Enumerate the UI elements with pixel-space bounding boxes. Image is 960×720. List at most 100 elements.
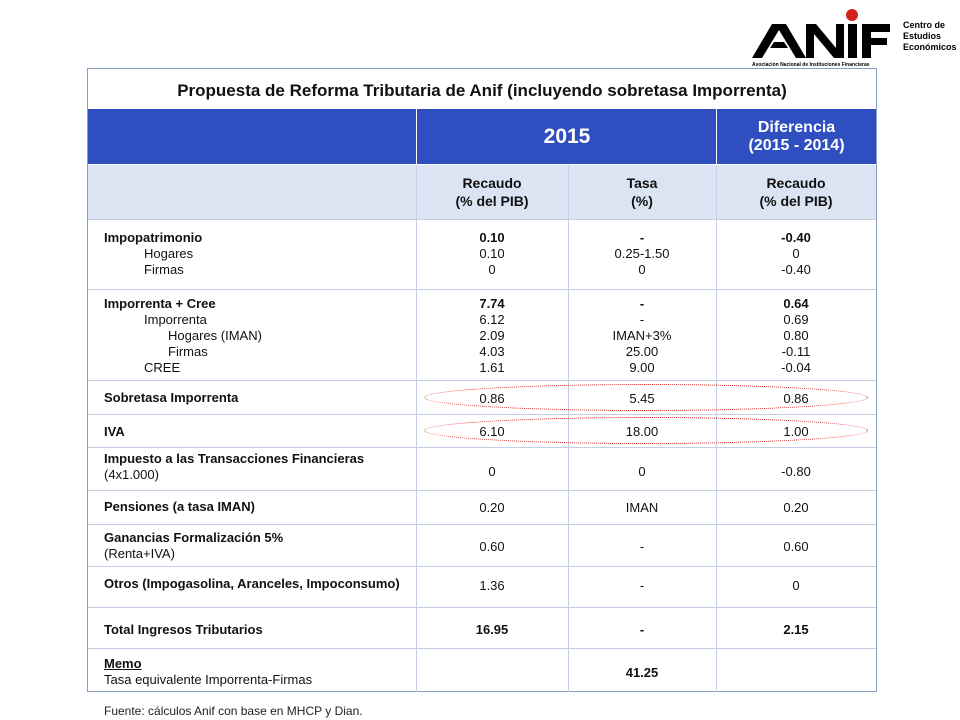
total-diferencia: 2.15 [783, 622, 809, 637]
otros-recaudo: 1.36 [479, 578, 505, 593]
label-hogares-iman: Hogares (IMAN) [168, 328, 262, 343]
value-cell: 4.03 [479, 344, 505, 359]
value-cell: 6.12 [479, 312, 505, 327]
label-memo-sub: Tasa equivalente Imporrenta-Firmas [104, 672, 313, 687]
label-cree: CREE [144, 360, 181, 375]
highlight-ellipse-sobretasa [424, 384, 868, 411]
anif-logo: Asociación Nacional de Instituciones Fin… [750, 4, 957, 70]
col-header-recaudo: Recaudo (% del PIB) [416, 165, 568, 219]
pensiones-diferencia: 0.20 [783, 500, 809, 515]
label-memo: Memo [104, 656, 142, 671]
pensiones-tasa: IMAN [625, 500, 659, 515]
value-cell: 0.25-1.50 [614, 246, 670, 261]
label-imporrenta: Imporrenta [144, 312, 207, 327]
label-firmas: Firmas [144, 262, 184, 277]
divider [716, 109, 717, 164]
divider [88, 289, 876, 290]
gmf-tasa: 0 [638, 464, 646, 479]
row-gmf-labels: Impuesto a las Transacciones Financieras… [104, 451, 364, 483]
ganancias-recaudo: 0.60 [479, 539, 505, 554]
total-recaudo: 16.95 [475, 622, 509, 637]
otros-tasa: - [639, 578, 645, 593]
impopatrimonio-tasa: - 0.25-1.50 0 [568, 230, 716, 278]
source-note: Fuente: cálculos Anif con base en MHCP y… [104, 704, 363, 718]
value-cell: 0.80 [783, 328, 809, 343]
header-diferencia-line1: Diferencia [757, 119, 836, 136]
ganancias-tasa: - [639, 539, 645, 554]
memo-tasa: 41.25 [625, 665, 659, 680]
row-memo-labels: Memo Tasa equivalente Imporrenta-Firmas [104, 656, 312, 688]
divider [88, 524, 876, 525]
value-cell: - [639, 230, 645, 245]
divider [416, 165, 417, 692]
header-year: 2015 [543, 125, 591, 148]
ganancias-diferencia: 0.60 [783, 539, 809, 554]
value-cell: - [639, 312, 645, 327]
divider [88, 380, 876, 381]
header-row-year [88, 109, 876, 164]
pensiones-recaudo: 0.20 [479, 500, 505, 515]
col-header-tasa: Tasa (%) [568, 165, 716, 219]
value-cell: 7.74 [479, 296, 505, 311]
header-diferencia-line2: (2015 - 2014) [748, 137, 845, 154]
label-iva: IVA [104, 424, 125, 439]
table-title: Propuesta de Reforma Tributaria de Anif … [177, 81, 787, 100]
col-header-tasa-line1: Tasa [626, 175, 658, 191]
total-tasa: - [639, 622, 645, 637]
divider [88, 219, 876, 220]
row-impopatrimonio-labels: Impopatrimonio Hogares Firmas [104, 230, 202, 278]
divider [88, 648, 876, 649]
value-cell: 9.00 [629, 360, 655, 375]
header-diferencia: Diferencia (2015 - 2014) [717, 109, 876, 164]
value-cell: 0.10 [479, 230, 505, 245]
label-otros: Otros (Impogasolina, Aranceles, Impocons… [104, 576, 400, 591]
logo-line-3: Económicos [903, 42, 957, 52]
label-sobretasa: Sobretasa Imporrenta [104, 390, 239, 405]
imporrenta-recaudo: 7.74 6.12 2.09 4.03 1.61 [416, 296, 568, 376]
label-firmas: Firmas [168, 344, 208, 359]
divider [88, 414, 876, 415]
label-total: Total Ingresos Tributarios [104, 622, 263, 637]
col-header-tasa-line2: (%) [631, 193, 653, 209]
value-cell: 0 [488, 262, 496, 277]
row-ganancias-labels: Ganancias Formalización 5% (Renta+IVA) [104, 530, 283, 562]
impopatrimonio-recaudo: 0.10 0.10 0 [416, 230, 568, 278]
divider [416, 109, 417, 164]
logo-side-text: Centro de Estudios Económicos [903, 20, 957, 53]
header-row-columns [88, 165, 876, 219]
value-cell: -0.11 [781, 344, 811, 359]
label-hogares: Hogares [144, 246, 194, 261]
label-ganancias: Ganancias Formalización 5% [104, 530, 284, 545]
label-pensiones: Pensiones (a tasa IMAN) [104, 499, 255, 514]
col-header-recaudo-line2: (% del PIB) [455, 193, 529, 209]
col-header-diferencia-line2: (% del PIB) [759, 193, 833, 209]
value-cell: 0.64 [783, 296, 809, 311]
value-cell: 0 [792, 246, 800, 261]
row-imporrenta-labels: Imporrenta + Cree Imporrenta Hogares (IM… [104, 296, 262, 376]
value-cell: 0.10 [479, 246, 505, 261]
otros-diferencia: 0 [792, 578, 800, 593]
value-cell: 0.69 [783, 312, 809, 327]
col-header-diferencia: Recaudo (% del PIB) [716, 165, 876, 219]
value-cell: 2.09 [479, 328, 505, 343]
imporrenta-diferencia: 0.64 0.69 0.80 -0.11 -0.04 [716, 296, 876, 376]
divider [88, 447, 876, 448]
logo-line-2: Estudios [903, 31, 942, 41]
label-ganancias-sub: (Renta+IVA) [104, 546, 175, 561]
divider [88, 490, 876, 491]
label-impopatrimonio: Impopatrimonio [104, 230, 203, 245]
gmf-diferencia: -0.80 [781, 464, 811, 479]
col-header-diferencia-line1: Recaudo [766, 175, 826, 191]
value-cell: 1.61 [479, 360, 505, 375]
col-header-recaudo-line1: Recaudo [462, 175, 522, 191]
value-cell: -0.40 [781, 230, 811, 245]
value-cell: -0.04 [781, 360, 811, 375]
gmf-recaudo: 0 [488, 464, 496, 479]
impopatrimonio-diferencia: -0.40 0 -0.40 [716, 230, 876, 278]
divider [88, 607, 876, 608]
value-cell: - [639, 296, 645, 311]
anif-logo-mark [752, 9, 890, 58]
label-imporrenta-cree: Imporrenta + Cree [104, 296, 216, 311]
reform-table: Propuesta de Reforma Tributaria de Anif … [87, 68, 877, 692]
label-gmf: Impuesto a las Transacciones Financieras [104, 451, 365, 466]
